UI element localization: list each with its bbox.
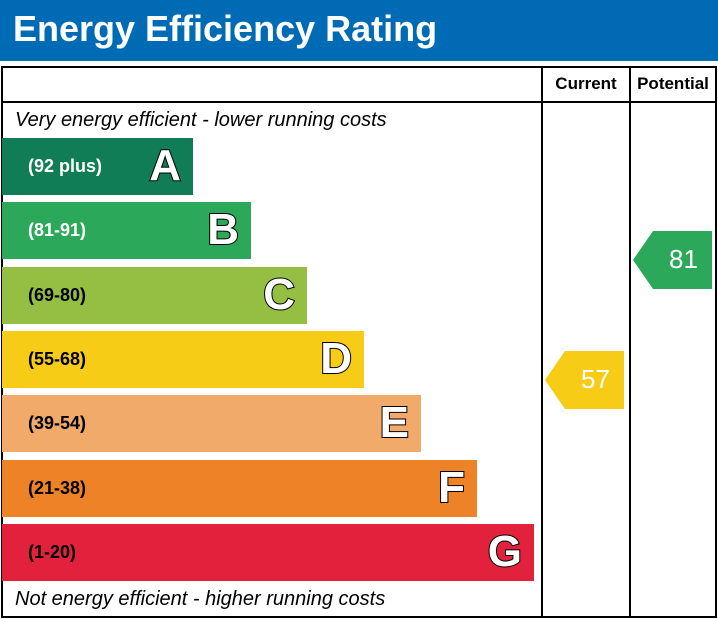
band-letter: E: [379, 397, 410, 448]
band-letter: D: [319, 333, 353, 384]
potential-column-header: Potential: [637, 74, 709, 93]
band-range: (39-54): [28, 413, 87, 434]
header-divider: [1, 101, 717, 103]
band-range: (81-91): [28, 220, 87, 241]
current-column-header: Current: [555, 74, 617, 93]
band-letter: B: [206, 204, 240, 255]
column-divider: [629, 66, 631, 618]
potential-rating-arrow: 81: [633, 231, 712, 289]
column-divider: [541, 66, 543, 618]
band-letter: G: [487, 526, 523, 577]
band-range: (21-38): [28, 477, 87, 498]
current-rating-value: 57: [581, 364, 610, 394]
chart-title: Energy Efficiency Rating: [13, 8, 438, 49]
band-range: (55-68): [28, 348, 87, 369]
band-range: (69-80): [28, 284, 87, 305]
band-bar-b: (81-91) B: [2, 202, 251, 260]
band-letter: C: [262, 269, 296, 320]
bottom-note: Not energy efficient - higher running co…: [15, 588, 386, 610]
band-bar-e: (39-54) E: [2, 395, 421, 453]
band-range: (1-20): [28, 541, 77, 562]
band-bar-f: (21-38) F: [2, 459, 477, 517]
band-letter: A: [148, 140, 182, 191]
band-letter: F: [437, 462, 466, 513]
band-range: (92 plus): [28, 156, 103, 176]
top-note: Very energy efficient - lower running co…: [15, 109, 387, 131]
band-bar-c: (69-80) C: [2, 266, 307, 324]
band-bar-a: (92 plus) A: [2, 138, 193, 195]
band-bar-d: (55-68) D: [2, 330, 364, 388]
potential-rating-value: 81: [669, 244, 698, 274]
band-bar-g: (1-20) G: [2, 523, 534, 581]
header-bar: Energy Efficiency Rating: [0, 0, 718, 61]
